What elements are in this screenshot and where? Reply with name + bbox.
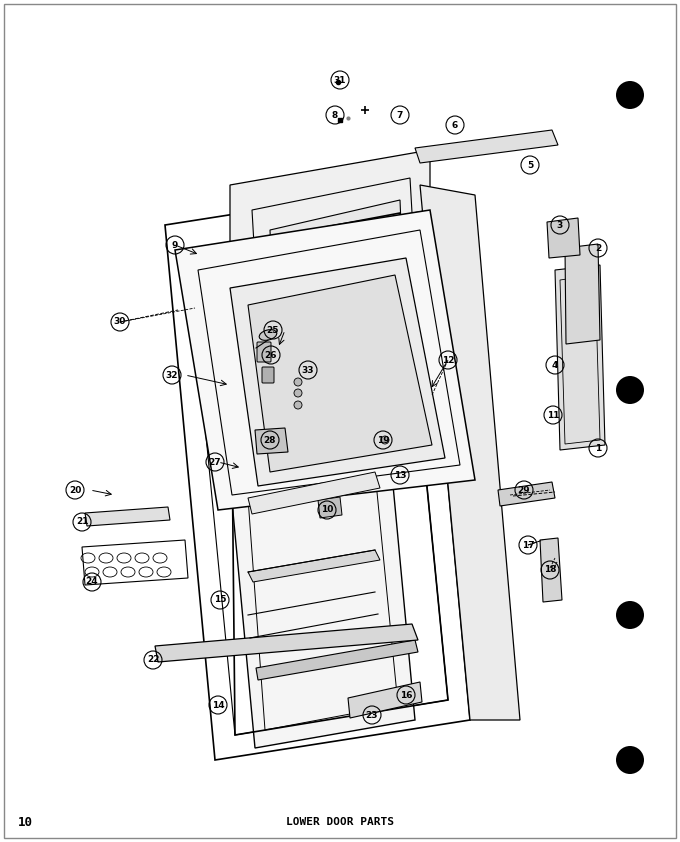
Text: 26: 26 <box>265 350 277 360</box>
Text: 24: 24 <box>86 578 99 587</box>
Text: 29: 29 <box>517 486 530 494</box>
Polygon shape <box>155 624 418 662</box>
Text: 10: 10 <box>321 505 333 514</box>
Circle shape <box>294 378 302 386</box>
Polygon shape <box>230 258 445 486</box>
Polygon shape <box>540 538 562 602</box>
Text: 20: 20 <box>69 486 81 494</box>
Text: 12: 12 <box>442 355 454 365</box>
Polygon shape <box>248 472 380 514</box>
Text: 17: 17 <box>522 541 534 550</box>
Text: 2: 2 <box>595 243 601 253</box>
Text: 31: 31 <box>334 76 346 84</box>
Text: 27: 27 <box>209 457 221 466</box>
Polygon shape <box>255 428 288 454</box>
Polygon shape <box>547 218 580 258</box>
Text: LOWER DOOR PARTS: LOWER DOOR PARTS <box>286 817 394 827</box>
Circle shape <box>616 746 644 774</box>
Text: 16: 16 <box>400 690 412 700</box>
Polygon shape <box>230 453 415 748</box>
Text: 8: 8 <box>332 110 338 120</box>
Text: 33: 33 <box>302 365 314 375</box>
Text: 9: 9 <box>172 241 178 249</box>
Polygon shape <box>348 682 422 718</box>
Polygon shape <box>318 497 342 518</box>
Text: 13: 13 <box>394 471 406 479</box>
Text: 28: 28 <box>264 435 276 445</box>
Polygon shape <box>85 507 170 526</box>
Text: 3: 3 <box>557 221 563 230</box>
Text: 25: 25 <box>267 326 279 334</box>
FancyBboxPatch shape <box>257 342 271 362</box>
Ellipse shape <box>259 329 277 340</box>
Text: 5: 5 <box>527 161 533 169</box>
FancyBboxPatch shape <box>262 367 274 383</box>
Polygon shape <box>175 210 475 510</box>
Text: 1: 1 <box>595 444 601 452</box>
Circle shape <box>616 601 644 629</box>
Polygon shape <box>248 550 380 582</box>
Polygon shape <box>270 200 402 278</box>
Text: 23: 23 <box>366 711 378 720</box>
Text: 19: 19 <box>377 435 390 445</box>
Text: 14: 14 <box>211 701 224 710</box>
Polygon shape <box>498 482 555 506</box>
Circle shape <box>616 81 644 109</box>
Text: 30: 30 <box>114 317 126 327</box>
Circle shape <box>294 401 302 409</box>
Polygon shape <box>415 130 558 163</box>
Text: 18: 18 <box>544 566 556 574</box>
Polygon shape <box>230 150 430 245</box>
Text: 11: 11 <box>547 411 559 419</box>
Polygon shape <box>420 185 520 720</box>
Text: 21: 21 <box>75 518 88 526</box>
Text: 15: 15 <box>214 595 226 605</box>
Text: 6: 6 <box>452 120 458 130</box>
Polygon shape <box>555 265 605 450</box>
Circle shape <box>294 389 302 397</box>
Text: 32: 32 <box>166 370 178 380</box>
Text: 10: 10 <box>18 816 33 829</box>
Circle shape <box>616 376 644 404</box>
Text: 22: 22 <box>147 656 159 664</box>
Text: 7: 7 <box>397 110 403 120</box>
Polygon shape <box>256 640 418 680</box>
Circle shape <box>381 436 389 444</box>
Polygon shape <box>565 244 600 344</box>
Polygon shape <box>248 275 432 472</box>
Text: 4: 4 <box>551 360 558 370</box>
